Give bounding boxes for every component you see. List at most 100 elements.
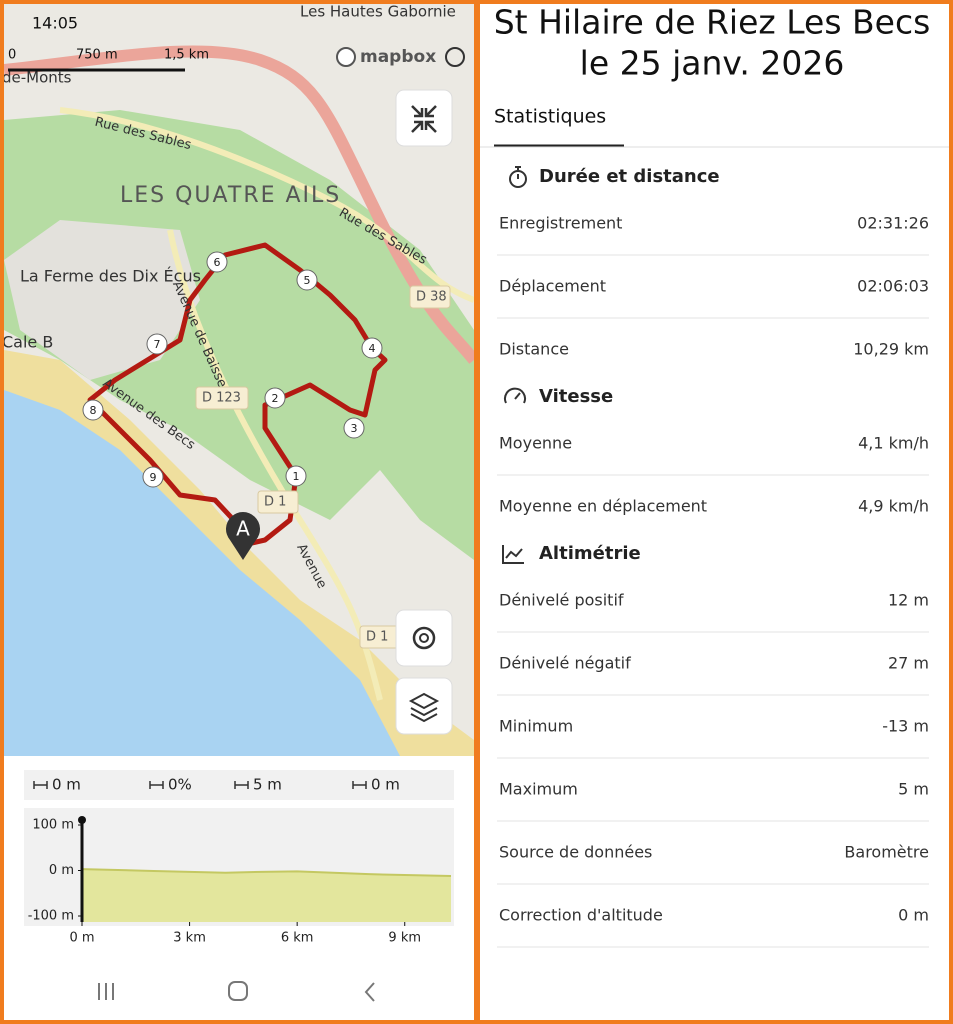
y-tick-label: 0 m (49, 863, 74, 878)
row-label: Maximum (499, 780, 578, 799)
row-label: Source de données (499, 843, 652, 862)
axis-dot (78, 816, 86, 824)
route-marker (285, 465, 307, 487)
scale-label: 1,5 km (164, 48, 209, 63)
x-tick-label: 0 m (69, 931, 94, 946)
stat-value: 0% (168, 776, 192, 794)
y-tick-label: 100 m (32, 818, 74, 833)
section-title: Altimétrie (539, 543, 641, 564)
forest (4, 110, 474, 560)
row-value: 10,29 km (853, 340, 929, 359)
section-title: Durée et distance (539, 166, 720, 187)
row-value: 4,1 km/h (858, 434, 929, 453)
route-marker-label: 8 (90, 404, 97, 417)
route-marker-label: 1 (293, 470, 300, 483)
row-value: 27 m (888, 654, 929, 673)
section-icon (504, 387, 526, 404)
route-marker (361, 337, 383, 359)
route-marker (264, 387, 286, 409)
x-tick-label: 3 km (173, 931, 206, 946)
route-marker (296, 269, 318, 291)
layers-button[interactable] (395, 677, 453, 735)
collapse-button[interactable] (395, 89, 453, 147)
section-title: Vitesse (539, 386, 613, 407)
stat-icon (234, 781, 249, 789)
route-marker (343, 417, 365, 439)
y-tick-label: -100 m (28, 909, 74, 924)
route-marker-label: 6 (214, 256, 221, 269)
detail-title: St Hilaire de Riez Les Becs (494, 3, 931, 42)
collapse-icon (411, 105, 437, 133)
road-label: D 38 (416, 290, 447, 305)
sea (4, 390, 400, 756)
main-road (4, 45, 474, 364)
row-label: Déplacement (499, 277, 606, 296)
row-label: Distance (499, 340, 569, 359)
stat-icon (352, 781, 367, 789)
route-marker (146, 333, 168, 355)
route-marker-label: 3 (351, 422, 358, 435)
nav-back[interactable] (364, 982, 375, 1002)
row-label: Dénivelé négatif (499, 654, 631, 673)
x-tick-label: 6 km (281, 931, 314, 946)
road-label: D 1 (264, 495, 286, 510)
route-marker-label: 4 (369, 342, 376, 355)
profile-area (82, 869, 451, 922)
route-marker (82, 399, 104, 421)
map-label: Les Hautes Gabornie (300, 3, 456, 21)
scale-label: 0 (8, 48, 16, 63)
route-marker-label: 9 (150, 471, 157, 484)
tab: Statistiques (494, 106, 606, 128)
start-marker-label: A (236, 517, 250, 541)
status-time: 14:05 (32, 14, 78, 33)
scale-label: 750 m (76, 48, 118, 63)
road-label: D 1 (366, 630, 388, 645)
section-icon (509, 166, 528, 188)
stat-value: 5 m (253, 776, 282, 794)
nav-recent[interactable] (98, 983, 114, 1000)
right-panel (480, 4, 949, 1020)
row-value: 5 m (898, 780, 929, 799)
row-label: Minimum (499, 717, 573, 736)
map-label: La Ferme des Dix Écus (20, 267, 201, 286)
settings-icon (419, 633, 429, 643)
row-value: -13 m (882, 717, 929, 736)
x-tick-label: 9 km (388, 931, 421, 946)
road (59, 107, 474, 303)
row-label: Moyenne (499, 434, 572, 453)
row-value: 12 m (888, 591, 929, 610)
row-value: 02:06:03 (857, 277, 929, 296)
profile-line (81, 868, 452, 877)
stat-icon (149, 781, 164, 789)
info-icon[interactable] (445, 47, 465, 67)
road-badge (409, 285, 451, 309)
row-value: Baromètre (844, 843, 929, 862)
row-label: Enregistrement (499, 214, 622, 233)
row-label: Dénivelé positif (499, 591, 624, 610)
route-marker-label: 7 (154, 338, 161, 351)
route-marker-label: 2 (272, 392, 279, 405)
row-value: 4,9 km/h (858, 497, 929, 516)
layers-icon (408, 692, 440, 723)
settings-icon (412, 626, 436, 650)
row-label: Correction d'altitude (499, 906, 663, 925)
nav-bar (98, 981, 375, 1002)
map-label: LES QUATRE AILS (120, 183, 341, 208)
route-marker-label: 5 (304, 274, 311, 287)
mapbox-logo (336, 47, 356, 67)
row-value: 0 m (898, 906, 929, 925)
road-label: D 123 (202, 391, 241, 406)
nav-home[interactable] (228, 981, 248, 1001)
route-marker (206, 251, 228, 273)
map-buttons (8, 47, 465, 735)
row-value: 02:31:26 (857, 214, 929, 233)
stat-value: 0 m (52, 776, 81, 794)
map-label: de-Monts (2, 69, 72, 87)
start-pin (226, 512, 261, 560)
settings-button[interactable] (395, 609, 453, 667)
stat-icon (33, 781, 48, 789)
route (87, 242, 388, 548)
road-badge (257, 490, 299, 514)
section-icon (502, 545, 524, 564)
route-marker (142, 466, 164, 488)
